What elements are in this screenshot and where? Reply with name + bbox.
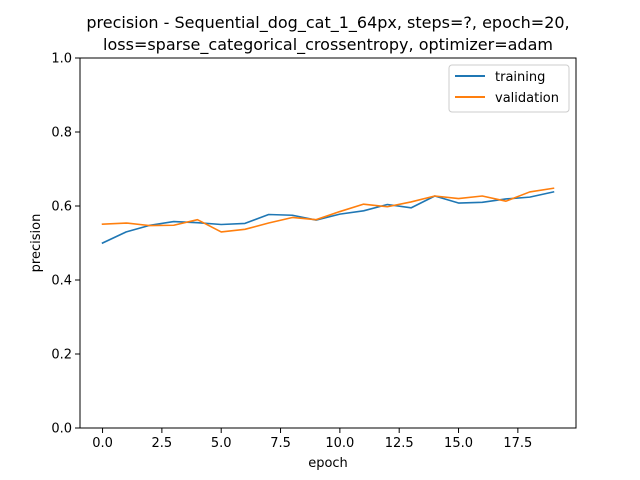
y-tick-label: 1.0 — [51, 52, 72, 67]
y-tick-label: 0.2 — [51, 348, 72, 363]
y-axis-ticks: 0.0 0.2 0.4 0.6 0.8 1.0 — [51, 52, 80, 437]
chart-title-line-2: loss=sparse_categorical_crossentropy, op… — [103, 35, 553, 55]
y-tick-label: 0.8 — [51, 126, 72, 141]
series-line-training — [101, 190, 555, 245]
legend-label-training: training — [495, 70, 545, 85]
chart-title-line-1: precision - Sequential_dog_cat_1_64px, s… — [86, 13, 569, 33]
series-layer — [101, 187, 555, 245]
x-axis-ticks: 0.0 2.5 5.0 7.5 10.0 12.5 15.0 17.5 — [92, 428, 532, 451]
y-axis-label: precision — [29, 214, 44, 273]
x-tick-label: 15.0 — [444, 436, 473, 451]
y-tick-label: 0.4 — [51, 274, 72, 289]
x-tick-label: 0.0 — [92, 436, 113, 451]
x-tick-label: 17.5 — [503, 436, 532, 451]
x-tick-label: 10.0 — [325, 436, 354, 451]
x-tick-label: 12.5 — [385, 436, 414, 451]
y-tick-label: 0.6 — [51, 200, 72, 215]
x-axis-label: epoch — [308, 456, 348, 471]
y-tick-label: 0.0 — [51, 422, 72, 437]
plot-area-frame — [79, 57, 577, 429]
series-line-validation — [101, 187, 555, 233]
legend-label-validation: validation — [495, 91, 559, 106]
legend: training validation — [448, 64, 570, 113]
x-tick-label: 5.0 — [211, 436, 232, 451]
x-tick-label: 7.5 — [270, 436, 291, 451]
x-tick-label: 2.5 — [152, 436, 173, 451]
